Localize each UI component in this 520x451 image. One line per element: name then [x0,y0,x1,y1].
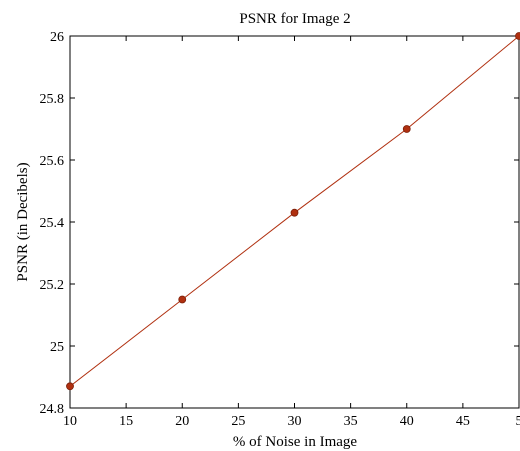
x-tick-label: 15 [119,414,133,429]
y-axis-label: PSNR (in Decibels) [15,162,31,281]
y-tick-label: 25.4 [40,216,65,231]
chart-title: PSNR for Image 2 [239,11,350,27]
x-axis-label: % of Noise in Image [233,434,357,450]
x-tick-label: 25 [231,414,245,429]
data-point [66,382,74,391]
x-tick-label: 5 [516,414,520,429]
data-point [178,295,187,304]
data-point [290,208,299,217]
x-tick-label: 30 [288,414,302,429]
y-tick-label: 25.6 [40,154,65,169]
y-tick-label: 25.8 [40,92,65,107]
y-tick-label: 25 [50,340,64,355]
x-tick-label: 20 [175,414,189,429]
y-tick-label: 25.2 [40,278,65,293]
x-tick-label: 35 [344,414,358,429]
x-tick-label: 40 [400,414,414,429]
y-tick-label: 26 [50,30,64,45]
data-point [515,32,520,40]
y-tick-label: 24.8 [40,402,65,417]
x-tick-label: 45 [456,414,470,429]
data-point [402,125,411,133]
plot-area: 10 15 20 25 30 35 40 45 5 24.8 25 25.2 25.4 25.6 25.8 2… [40,30,520,429]
x-tick-label: 10 [63,414,77,429]
